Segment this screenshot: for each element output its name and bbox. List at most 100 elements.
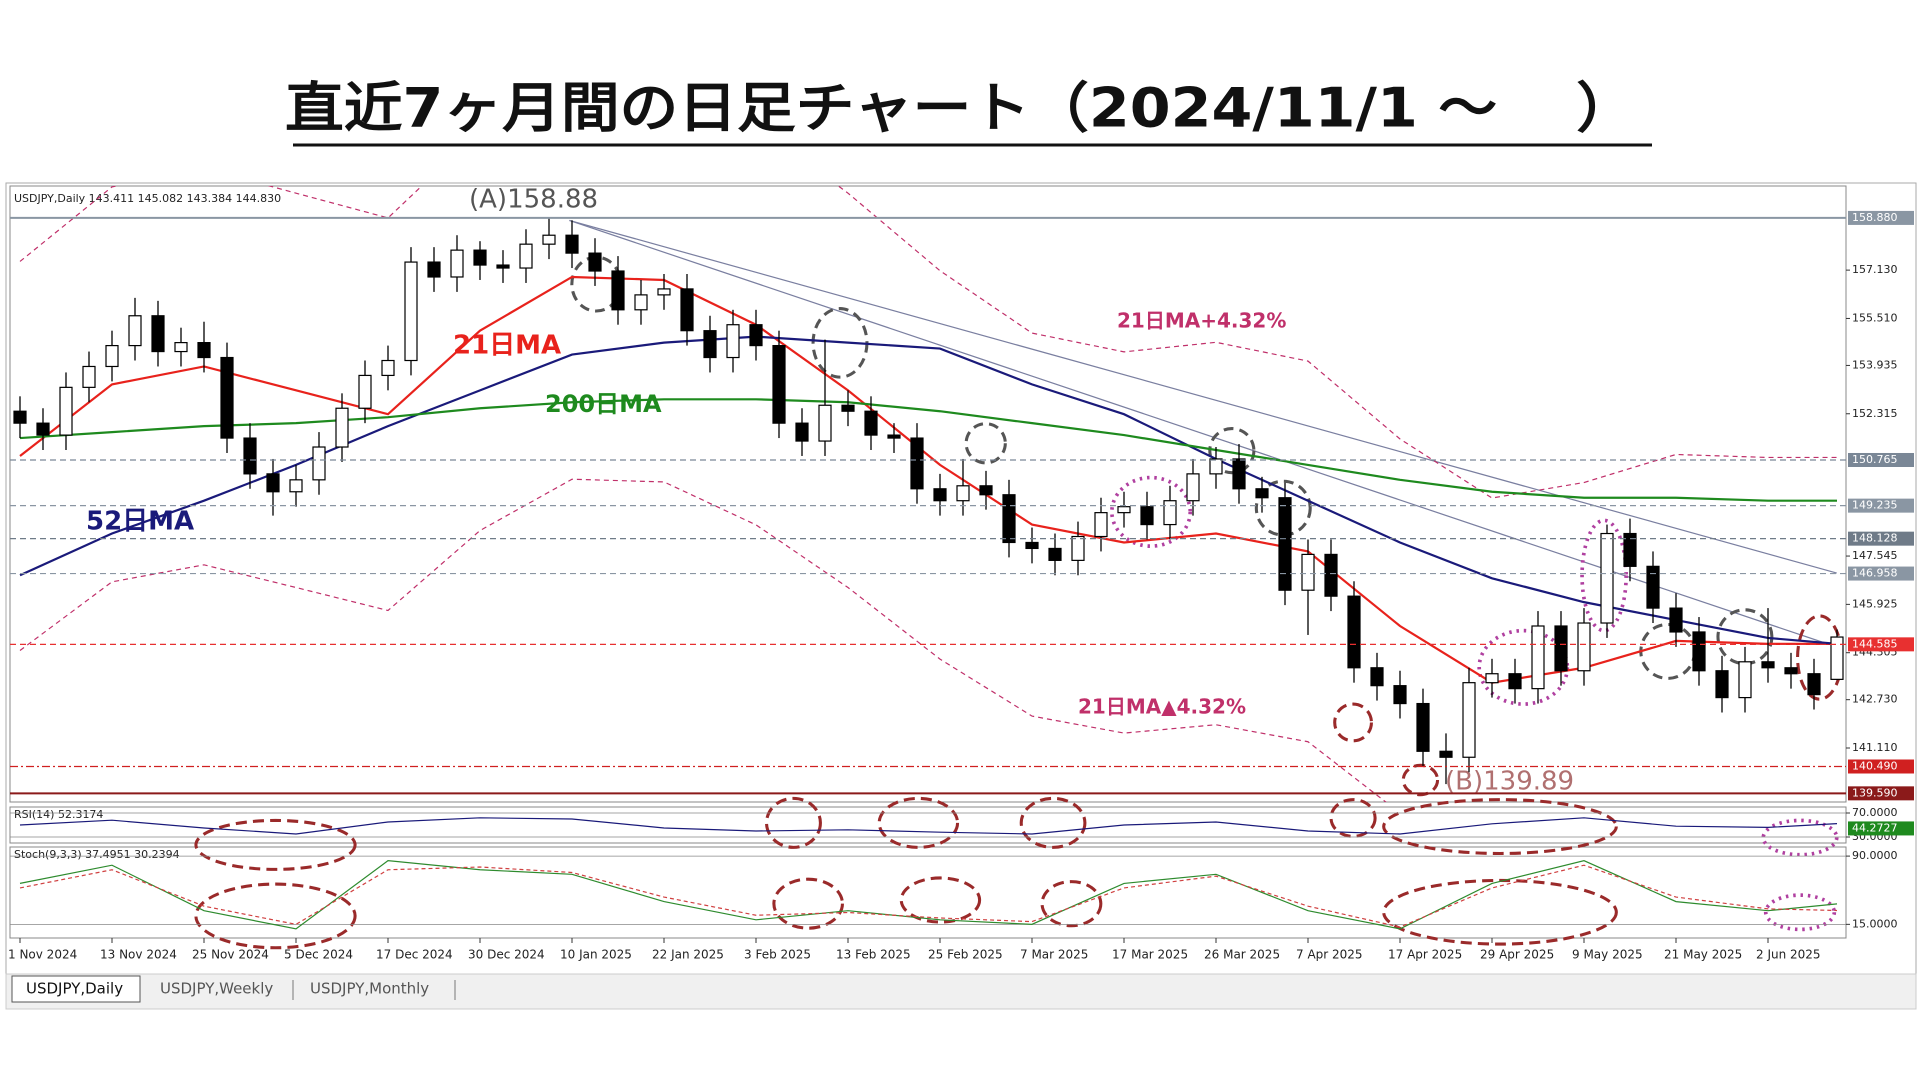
- y-tick-label: 141.110: [1852, 741, 1898, 754]
- candle-body: [1094, 512, 1108, 538]
- candle-body: [680, 288, 694, 332]
- candle-body: [818, 404, 832, 442]
- candle-body: [1324, 553, 1338, 597]
- x-tick-label: 25 Feb 2025: [928, 948, 1003, 962]
- x-tick-label: 25 Nov 2024: [192, 948, 269, 962]
- candle-body: [174, 342, 188, 353]
- candle-body: [1209, 458, 1223, 475]
- chart-info: USDJPY,Daily 143.411 145.082 143.384 144…: [14, 192, 281, 205]
- envelope-label: 21日MA+4.32%: [1117, 309, 1286, 333]
- candle-body: [1393, 685, 1407, 705]
- x-tick-label: 5 Dec 2024: [284, 948, 353, 962]
- tab[interactable]: USDJPY,Monthly: [310, 980, 429, 998]
- x-tick-label: 7 Mar 2025: [1020, 948, 1088, 962]
- tab-active[interactable]: [11, 975, 141, 1003]
- envelope-line: [19, 478, 1387, 802]
- level-box: [1848, 210, 1914, 225]
- rsi-line: [19, 817, 1838, 835]
- ma-line: [19, 398, 1837, 502]
- candle-body: [151, 315, 165, 353]
- candle-body: [1117, 506, 1131, 514]
- candle-body: [36, 422, 50, 436]
- candle-body: [1646, 565, 1660, 609]
- trend-line: [569, 219, 1837, 574]
- candle-body: [1669, 607, 1683, 633]
- candle-body: [1140, 506, 1154, 526]
- x-tick-label: 13 Nov 2024: [100, 948, 177, 962]
- y-tick-label: 152.315: [1852, 407, 1898, 420]
- y-tick-label: 145.925: [1852, 597, 1898, 610]
- stoch-line: [19, 864, 1838, 928]
- level-label: 158.880: [1852, 211, 1898, 224]
- level-label: 144.585: [1852, 637, 1898, 650]
- candle-body: [611, 270, 625, 311]
- level-label: 146.958: [1852, 567, 1898, 580]
- candle-body: [1048, 547, 1062, 561]
- x-tick-label: 1 Nov 2024: [8, 948, 77, 962]
- candle-body: [1554, 625, 1568, 672]
- level-box: [1848, 637, 1914, 652]
- candle-body: [1232, 458, 1246, 490]
- candle-body: [634, 294, 648, 311]
- candle-body: [772, 344, 786, 424]
- chart-frame: [5, 182, 1917, 1010]
- tab[interactable]: USDJPY,Daily: [26, 980, 123, 998]
- candle-body: [542, 234, 556, 245]
- candle-body: [1577, 622, 1591, 672]
- candle-body: [82, 365, 96, 388]
- panel-plot: [13, 186, 1844, 802]
- level-label: 44.2727: [1852, 821, 1898, 834]
- candle-body: [1163, 500, 1177, 526]
- candle-body: [266, 473, 280, 493]
- main-panel: [9, 185, 1847, 803]
- tab[interactable]: USDJPY,Weekly: [160, 980, 273, 998]
- candle-body: [427, 261, 441, 278]
- candle-body: [381, 359, 395, 377]
- level-box: [1848, 452, 1914, 467]
- candle-body: [703, 330, 717, 359]
- stoch-label: Stoch(9,3,3) 37.4951 30.2394: [14, 848, 180, 861]
- candle-body: [496, 264, 510, 269]
- candle-body: [105, 344, 119, 368]
- annotation: (A)158.88: [469, 185, 598, 215]
- candle-body: [1623, 532, 1637, 567]
- candle-body: [519, 243, 533, 269]
- level-label: 148.128: [1852, 532, 1898, 545]
- panel-plot: [10, 855, 1846, 930]
- x-tick-label: 17 Apr 2025: [1388, 948, 1462, 962]
- candle-body: [979, 485, 993, 496]
- candle-body: [1738, 661, 1752, 699]
- candle-body: [841, 404, 855, 412]
- level-box: [1848, 531, 1914, 546]
- candle-body: [312, 446, 326, 481]
- level-label: 149.235: [1852, 499, 1898, 512]
- y-tick-label: 157.130: [1852, 263, 1898, 276]
- x-tick-label: 29 Apr 2025: [1480, 948, 1554, 962]
- candle-body: [220, 356, 234, 439]
- candle-body: [749, 324, 763, 347]
- level-box: [1848, 821, 1914, 836]
- page-title: 直近7ヶ月間の日足チャート（2024/11/1 ～ ）: [285, 77, 1635, 140]
- candle-body: [243, 437, 257, 475]
- candle-body: [358, 374, 372, 409]
- candle-body: [1370, 667, 1384, 687]
- candle-body: [1347, 595, 1361, 669]
- annotation: (B)139.89: [1445, 767, 1574, 797]
- candle-body: [1462, 682, 1476, 758]
- candle-body: [1025, 541, 1039, 550]
- level-box: [1848, 498, 1914, 513]
- y-tick-label: 15.0000: [1852, 917, 1898, 930]
- trend-line: [569, 219, 1825, 644]
- candle-body: [289, 479, 303, 493]
- candle-body: [910, 437, 924, 490]
- candle-body: [1600, 532, 1614, 624]
- candle-body: [1485, 673, 1499, 684]
- candle-body: [1807, 673, 1821, 696]
- y-tick-label: 153.935: [1852, 358, 1898, 371]
- ma-line: [19, 275, 1837, 684]
- candle-body: [1278, 497, 1292, 591]
- x-tick-label: 22 Jan 2025: [652, 948, 724, 962]
- tab-bar: [5, 973, 1917, 1010]
- x-tick-label: 13 Feb 2025: [836, 948, 911, 962]
